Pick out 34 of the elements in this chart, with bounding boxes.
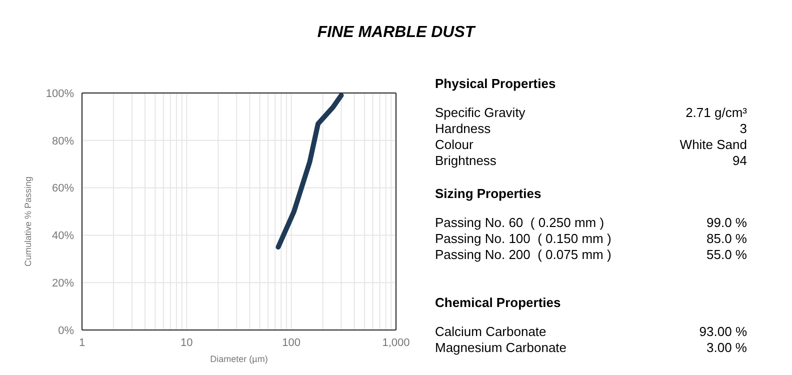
text: Hardness bbox=[435, 121, 491, 137]
y-tick-label: 80% bbox=[52, 135, 74, 148]
x-tick-label: 10 bbox=[180, 336, 193, 349]
y-tick-label: 60% bbox=[52, 182, 74, 195]
text: Sizing Properties bbox=[435, 186, 542, 201]
text: White Sand bbox=[680, 137, 747, 153]
text: Physical Properties bbox=[435, 76, 557, 91]
chart-title: FINE MARBLE DUST bbox=[316, 24, 477, 42]
text: 3 bbox=[740, 121, 747, 137]
text: Magnesium Carbonate bbox=[435, 340, 567, 356]
y-tick-label: 20% bbox=[52, 278, 74, 290]
text: 94 bbox=[732, 153, 747, 169]
text: 85.0 % bbox=[706, 231, 747, 247]
text: 3.00 % bbox=[706, 340, 747, 356]
text: 55.0 % bbox=[706, 247, 747, 263]
y-tick-label: 0% bbox=[58, 324, 74, 337]
text: 2.71 g/cm³ bbox=[686, 105, 747, 121]
text: Calcium Carbonate bbox=[435, 324, 546, 340]
text: 99.0 % bbox=[706, 215, 747, 231]
text: Specific Gravity bbox=[435, 105, 526, 121]
y-tick-label: 40% bbox=[52, 230, 74, 242]
x-tick-label: 1 bbox=[78, 336, 86, 349]
y-tick-label: 100% bbox=[46, 88, 74, 100]
text: Passing No. 200 ( 0.075 mm ) bbox=[435, 247, 612, 263]
x-tick-label: 1,000 bbox=[382, 336, 410, 349]
text: Passing No. 100 ( 0.150 mm ) bbox=[435, 231, 612, 247]
x-tick-label: 100 bbox=[282, 336, 301, 349]
x-axis-title: Diameter (µm) bbox=[210, 354, 268, 364]
text: Passing No. 60 ( 0.250 mm ) bbox=[435, 215, 604, 231]
text: Brightness bbox=[435, 153, 496, 169]
text: 93.00 % bbox=[699, 324, 747, 340]
text: Chemical Properties bbox=[435, 295, 562, 310]
text: Colour bbox=[435, 137, 474, 153]
y-axis-title: Cumulative % Passing bbox=[23, 176, 34, 266]
